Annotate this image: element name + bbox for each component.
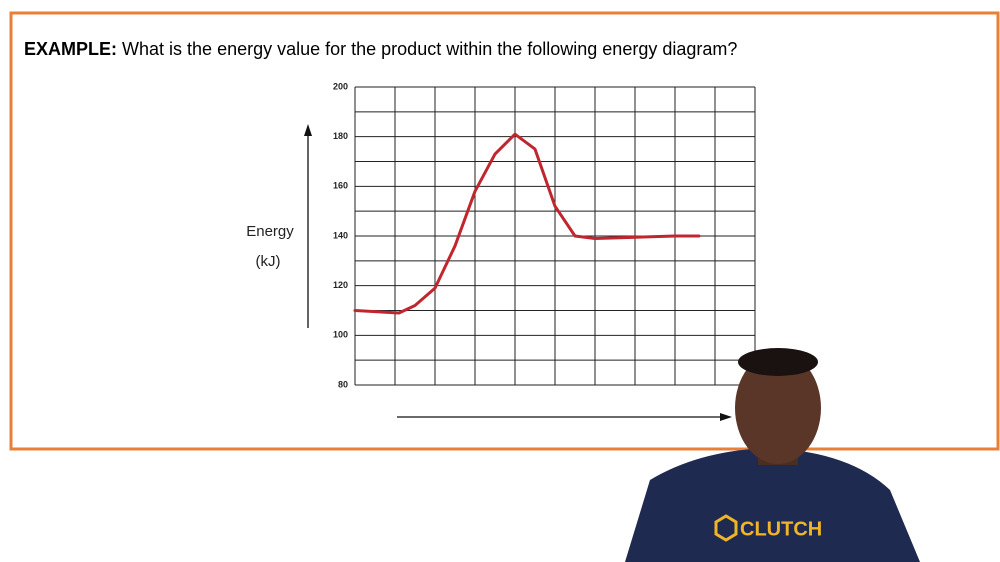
y-tick-label: 120	[333, 280, 348, 290]
grid: 80 100 120 140 160 180 200	[333, 81, 756, 389]
question: What is the energy value for the product…	[122, 39, 737, 59]
shirt	[625, 448, 920, 562]
presenter: CLUTCH	[625, 348, 920, 562]
frame	[9, 11, 1000, 451]
y-tick-label: 160	[333, 181, 348, 191]
hair	[738, 348, 818, 376]
plot	[353, 132, 701, 315]
energy-curve	[353, 132, 701, 315]
y-label: (kJ)	[256, 253, 281, 270]
y-tick-label: 140	[333, 230, 348, 240]
logo-icon	[714, 514, 738, 542]
y-tick-label: 80	[338, 379, 348, 389]
heading: EXAMPLE: What is the energy value for th…	[24, 39, 737, 59]
y-arrow-head	[304, 124, 312, 136]
y-tick-label: 200	[333, 81, 348, 91]
y-tick-label: 180	[333, 131, 348, 141]
y-label: Energy	[246, 223, 294, 240]
example-label: EXAMPLE:	[24, 39, 117, 59]
x-arrow-head	[720, 413, 732, 421]
shirt-logo: CLUTCH	[740, 518, 822, 540]
head	[735, 352, 821, 464]
y-tick-label: 100	[333, 330, 348, 340]
